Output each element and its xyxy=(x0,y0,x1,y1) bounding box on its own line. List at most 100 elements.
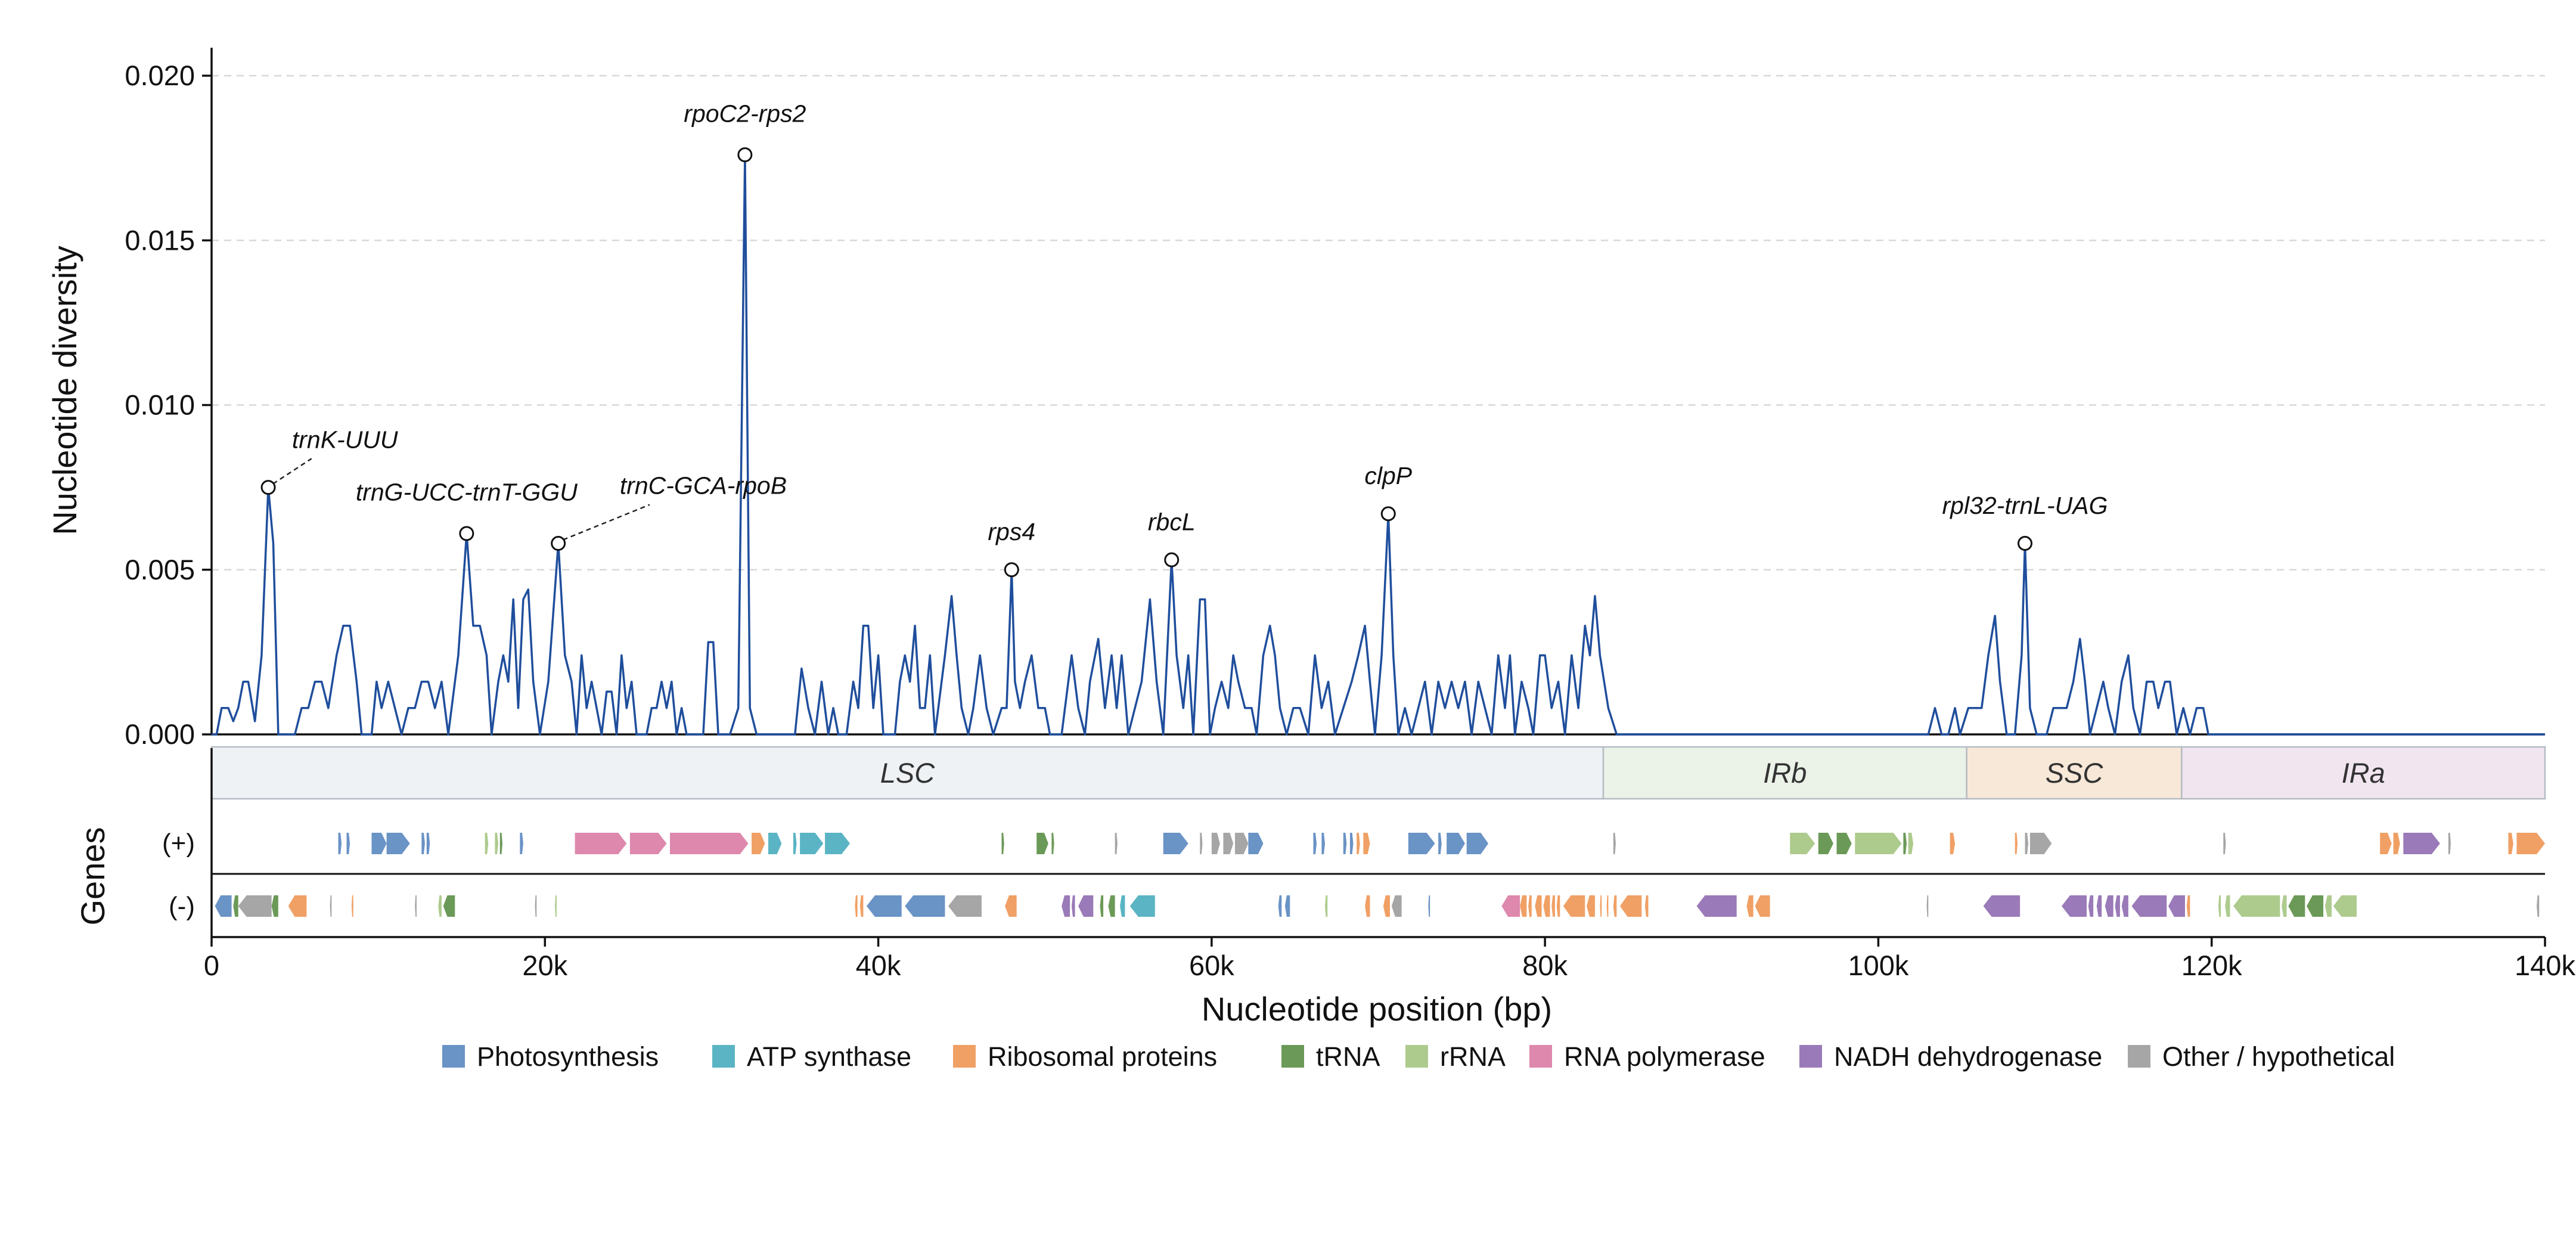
peak-marker xyxy=(1380,506,1396,522)
peak-label: clpP xyxy=(1364,462,1412,489)
gene-other xyxy=(1235,833,1249,854)
peak-marker xyxy=(1164,552,1180,567)
x-tick-label: 60k xyxy=(1189,950,1234,981)
gene-photo xyxy=(1313,833,1317,854)
legend-label-ribo: Ribosomal proteins xyxy=(988,1041,1217,1072)
gene-other xyxy=(535,895,537,917)
gene-ribo xyxy=(1606,895,1609,917)
gene-ndh xyxy=(2168,895,2185,917)
gene-other xyxy=(415,895,417,917)
gene-rnapol xyxy=(575,833,627,854)
gene-ndh xyxy=(1071,895,1075,917)
gene-ribo xyxy=(1563,895,1585,917)
gene-photo xyxy=(1284,895,1290,917)
gene-rrna xyxy=(485,833,489,854)
gene-trna xyxy=(271,895,278,917)
gene-rrna xyxy=(1855,833,1902,854)
legend-label-atp: ATP synthase xyxy=(747,1041,911,1072)
peak-marker xyxy=(459,526,474,541)
y-gridlines xyxy=(212,75,2545,570)
gene-ndh xyxy=(1983,895,2021,917)
gene-ribo xyxy=(1644,895,1649,917)
y-tick-label: 0.010 xyxy=(125,389,195,421)
region-label: SSC xyxy=(2046,757,2104,789)
peak-label: rpoC2-rps2 xyxy=(684,100,806,127)
gene-rnapol xyxy=(629,833,667,854)
gene-ribo xyxy=(1005,895,1017,917)
peak-marker xyxy=(2018,536,2033,551)
x-tick-label: 140k xyxy=(2515,950,2575,981)
gene-photo xyxy=(1466,833,1489,854)
region-label: IRb xyxy=(1763,757,1807,789)
gene-trna xyxy=(233,895,238,917)
legend-swatch-rnapol xyxy=(1529,1045,1552,1068)
x-axis-title: Nucleotide position (bp) xyxy=(1202,990,1552,1028)
y-tick-label: 0.000 xyxy=(125,718,195,750)
gene-ribo xyxy=(1755,895,1770,917)
gene-rrna xyxy=(2218,895,2221,917)
gene-ribo xyxy=(2393,833,2400,854)
gene-ribo xyxy=(752,833,765,854)
peak-label: trnG-UCC-trnT-GGU xyxy=(356,479,578,506)
diversity-series xyxy=(212,153,2545,736)
gene-ndh xyxy=(1696,895,1737,917)
gene-photo xyxy=(1428,895,1430,917)
gene-photo xyxy=(386,833,410,854)
peak-label: rpl32-trnL-UAG xyxy=(1942,492,2108,519)
gene-ribo xyxy=(1619,895,1642,917)
gene-photo xyxy=(215,895,232,917)
x-tick-label: 80k xyxy=(1522,950,1568,981)
gene-atp xyxy=(825,833,851,854)
gene-photo xyxy=(1447,833,1465,854)
gene-photo xyxy=(866,895,902,917)
gene-other xyxy=(1200,833,1203,854)
gene-trna xyxy=(1051,833,1054,854)
genes-track-title: Genes xyxy=(74,827,111,926)
gene-ribo xyxy=(288,895,307,917)
gene-trna xyxy=(1818,833,1833,854)
gene-ribo xyxy=(1556,895,1560,917)
x-tick-label: 40k xyxy=(856,950,901,981)
peak-marker xyxy=(551,536,566,551)
gene-ribo xyxy=(1950,833,1956,854)
gene-ribo xyxy=(2516,833,2545,854)
gene-trna xyxy=(1100,895,1104,917)
region-irb xyxy=(1602,746,1967,800)
x-tick-label: 100k xyxy=(1848,950,1908,981)
legend-label-rnapol: RNA polymerase xyxy=(1564,1041,1765,1072)
gene-photo xyxy=(1278,895,1282,917)
gene-ribo xyxy=(1535,895,1542,917)
gene-trna xyxy=(443,895,455,917)
gene-trna xyxy=(1001,833,1004,854)
gene-rrna xyxy=(1325,895,1328,917)
gene-ribo xyxy=(1365,895,1370,917)
gene-rrna xyxy=(2225,895,2230,917)
peak-label: trnC-GCA-rpoB xyxy=(620,472,787,500)
gene-track xyxy=(215,833,2545,917)
gene-rrna xyxy=(495,833,498,854)
gene-ribo xyxy=(2186,895,2190,917)
gene-other xyxy=(1926,895,1929,917)
gene-ndh xyxy=(2096,895,2102,917)
gene-ndh xyxy=(2121,895,2128,917)
gene-ribo xyxy=(1528,895,1532,917)
legend-label-photo: Photosynthesis xyxy=(477,1041,659,1072)
gene-photo xyxy=(1163,833,1188,854)
y-tick-label: 0.020 xyxy=(125,60,195,91)
peak-marker xyxy=(1004,562,1019,578)
gene-photo xyxy=(905,895,945,917)
gene-photo xyxy=(1349,833,1354,854)
gene-rrna xyxy=(1790,833,1815,854)
legend-swatch-other xyxy=(2128,1045,2150,1068)
gene-trna xyxy=(2307,895,2324,917)
gene-ribo xyxy=(1587,895,1596,917)
gene-photo xyxy=(421,833,425,854)
peak-leader-line xyxy=(272,458,312,485)
gene-ndh xyxy=(1062,895,1070,917)
gene-other xyxy=(2223,833,2226,854)
gene-ribo xyxy=(1357,833,1360,854)
gene-photo xyxy=(1438,833,1442,854)
gene-rrna xyxy=(555,895,557,917)
gene-ribo xyxy=(2508,833,2513,854)
